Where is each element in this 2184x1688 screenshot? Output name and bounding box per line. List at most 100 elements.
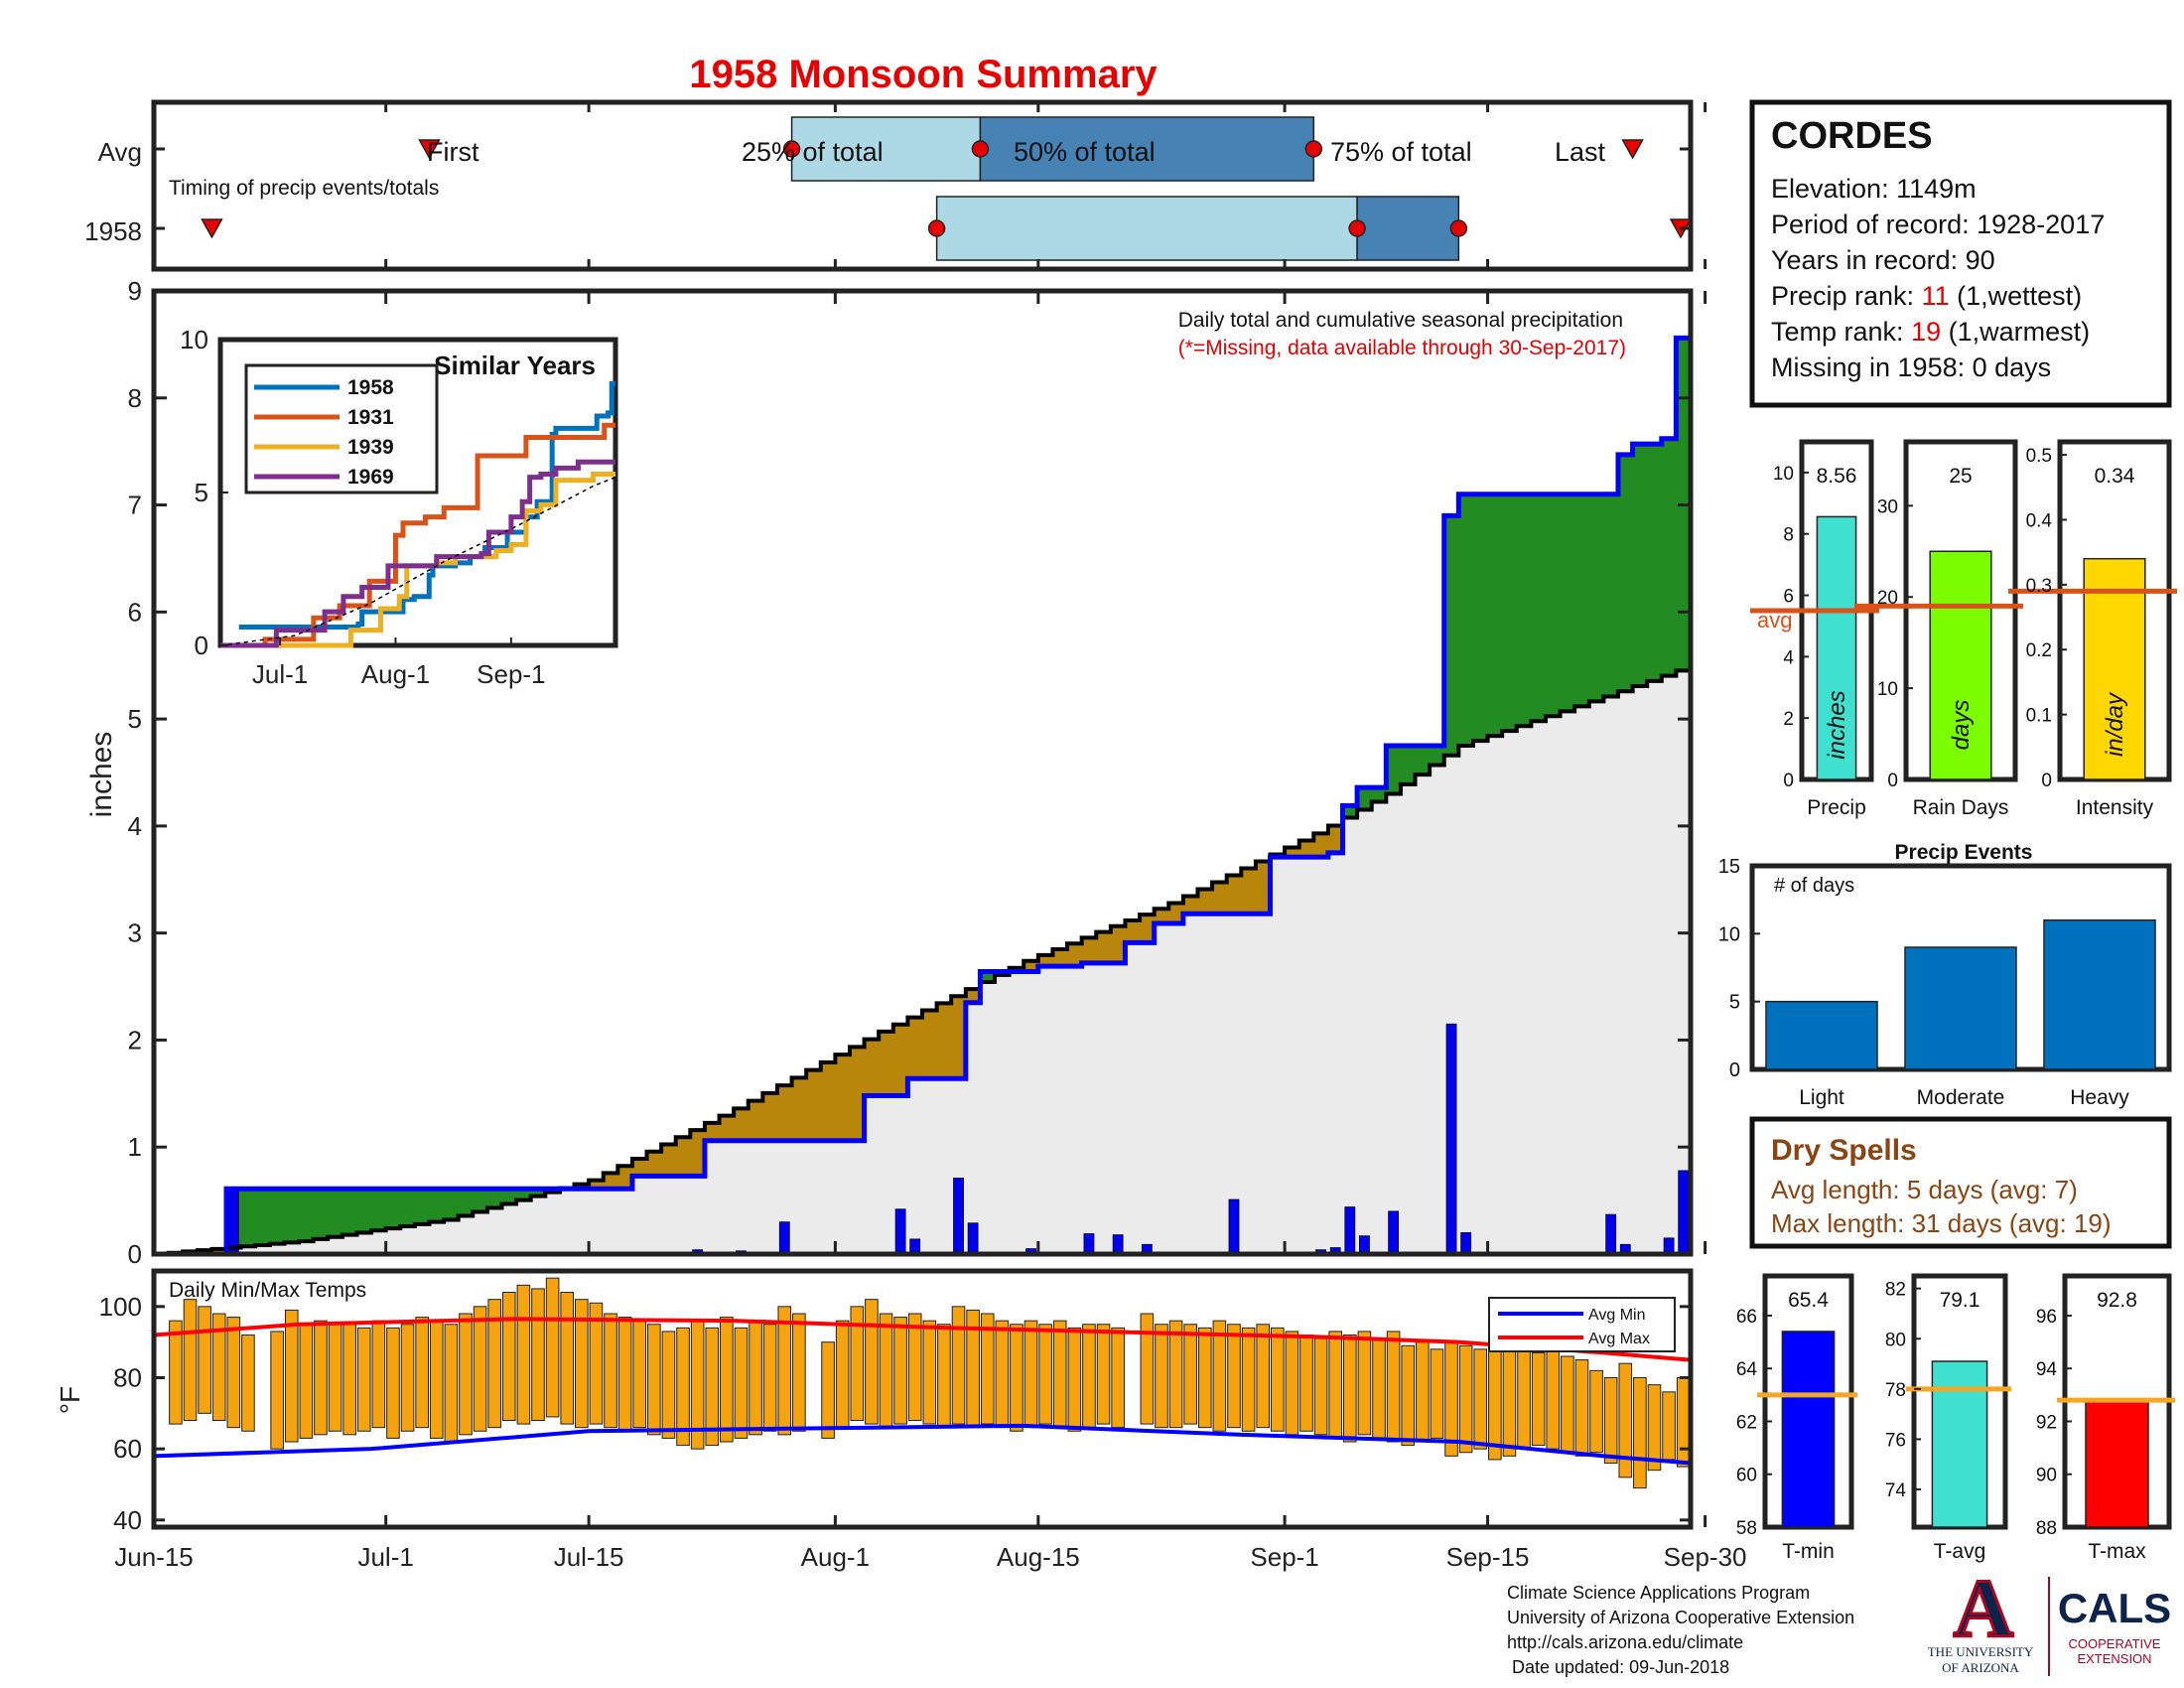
daily-precip-bar (1605, 1213, 1617, 1255)
daily-temp-bar (1082, 1324, 1096, 1429)
below-average-fill (1241, 868, 1257, 914)
daily-temp-bar (516, 1284, 531, 1425)
precip-missing-note: (*=Missing, data available through 30-Se… (1178, 337, 1626, 359)
inset-average-line (219, 476, 616, 646)
stat-y-tick-label: 0 (2041, 771, 2052, 791)
baseline-fill (835, 1140, 851, 1254)
daily-temp-bar (1386, 1331, 1401, 1443)
daily-temp-bar (647, 1324, 661, 1436)
events-bar-light (1765, 1000, 1878, 1070)
below-average-fill (734, 1108, 750, 1141)
daily-temp-bar (284, 1309, 299, 1443)
legend-avg-min-label: Avg Min (1588, 1307, 1646, 1324)
above-average-fill (1458, 493, 1474, 747)
below-average-fill (1285, 847, 1300, 858)
below-average-fill (675, 1137, 691, 1177)
stat-value-label-0: 8.56 (1817, 465, 1857, 488)
daily-temp-bar (1676, 1377, 1691, 1468)
daily-temp-bar (720, 1317, 734, 1443)
below-average-fill (1255, 861, 1272, 914)
baseline-fill (1661, 675, 1677, 1254)
below-average-fill (617, 1166, 633, 1190)
below-average-fill (1168, 903, 1184, 923)
y1958-p25-marker (927, 219, 946, 237)
baseline-fill (1182, 914, 1199, 1254)
daily-temp-bar (1444, 1341, 1458, 1457)
above-average-fill (371, 1189, 387, 1231)
baseline-fill (501, 1203, 517, 1254)
baseline-fill (719, 1140, 735, 1254)
baseline-fill (1603, 696, 1619, 1254)
above-average-fill (501, 1189, 517, 1204)
daily-precip-bar (778, 1221, 790, 1255)
daily-temp-bar (560, 1292, 575, 1425)
avg-p75-label: 75% of total (1330, 137, 1472, 167)
daily-temp-bar (1458, 1344, 1473, 1454)
daily-temp-bar (328, 1324, 342, 1432)
precip-y-tick-label: 0 (128, 1239, 142, 1269)
tstat-y-tick-label: 80 (1885, 1330, 1906, 1350)
daily-temp-bar (1241, 1327, 1256, 1432)
daily-temp-bar (951, 1306, 966, 1425)
daily-precip-bar (1359, 1235, 1370, 1255)
events-y-label: # of days (1774, 875, 1854, 897)
tstat-category-label-2: T-max (2088, 1540, 2146, 1563)
above-average-fill (429, 1189, 445, 1222)
below-average-fill (849, 1047, 866, 1141)
baseline-fill (559, 1189, 576, 1254)
temp-frame (151, 1268, 1694, 1530)
below-average-fill (646, 1151, 662, 1177)
baseline-fill (574, 1189, 590, 1254)
stat-y-tick-label: 8 (1783, 525, 1794, 546)
footer-line-3: http://cals.arizona.edu/climate (1507, 1632, 1743, 1652)
baseline-fill (1415, 774, 1431, 1254)
above-average-fill (980, 971, 996, 983)
avg-p75-marker (1304, 140, 1323, 158)
below-average-fill (719, 1115, 735, 1141)
inset-x-tick-label: Jul-1 (252, 659, 308, 689)
below-average-fill (806, 1069, 822, 1141)
below-average-fill (1226, 875, 1242, 914)
temp-y-label: °F (55, 1386, 85, 1414)
tstat-y-tick-label: 66 (1736, 1307, 1757, 1328)
below-average-fill (1052, 949, 1068, 967)
baseline-fill (631, 1176, 648, 1254)
precip-chart-title: Daily total and cumulative seasonal prec… (1178, 309, 1623, 332)
tstat-y-tick-label: 82 (1885, 1280, 1906, 1301)
date-tick-label: Jul-1 (357, 1542, 413, 1572)
inset-title: Similar Years (434, 351, 596, 380)
daily-temp-bar (1430, 1348, 1444, 1439)
above-average-fill (255, 1189, 271, 1245)
above-average-fill (240, 1189, 256, 1247)
daily-temp-bar (531, 1288, 545, 1421)
tstat-bar-t-max (2085, 1399, 2149, 1528)
baseline-fill (1212, 914, 1228, 1254)
baseline-fill (371, 1230, 387, 1254)
stat-y-tick-label: 30 (1877, 496, 1898, 517)
daily-temp-bar (169, 1320, 183, 1425)
daily-temp-bar (198, 1306, 211, 1414)
stat-y-tick-label: 10 (1877, 679, 1898, 700)
stat-avg-label: avg (1757, 608, 1792, 633)
daily-temp-bar (604, 1313, 617, 1429)
daily-temp-bar (850, 1306, 865, 1422)
stat-y-tick-label: 6 (1783, 587, 1794, 608)
date-tick-label: Aug-15 (997, 1542, 1080, 1572)
baseline-fill (907, 1078, 923, 1254)
daily-temp-bar (1633, 1377, 1647, 1489)
precip-frame (151, 288, 1694, 1257)
daily-temp-bar (299, 1324, 314, 1439)
daily-temp-bar (342, 1324, 356, 1436)
baseline-fill (1430, 765, 1445, 1254)
daily-temp-bar (1270, 1327, 1285, 1432)
daily-temp-bar (792, 1313, 806, 1432)
daily-temp-bar (1183, 1324, 1197, 1425)
daily-temp-bar (1531, 1351, 1546, 1447)
daily-temp-bar (1618, 1362, 1633, 1478)
daily-precip-bar (894, 1208, 906, 1255)
y1958-box-50-75 (1356, 196, 1460, 261)
y1958-first-marker (201, 218, 223, 239)
above-average-fill (1400, 746, 1417, 784)
baseline-fill (328, 1236, 343, 1254)
